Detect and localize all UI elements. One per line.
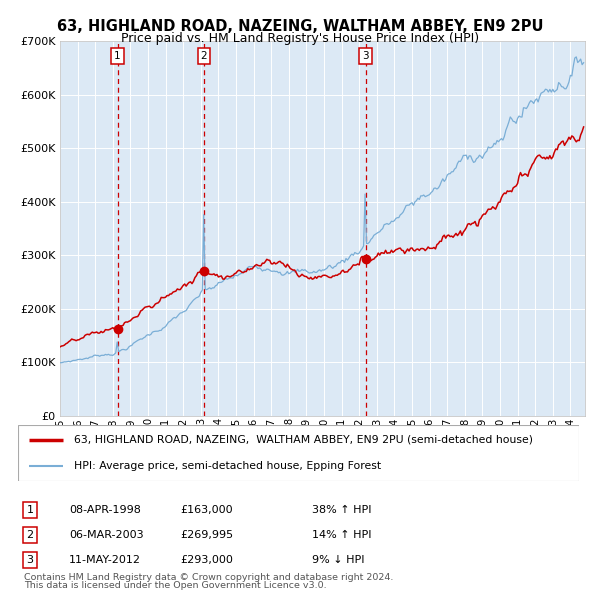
- Text: 3: 3: [26, 555, 34, 565]
- Text: 63, HIGHLAND ROAD, NAZEING,  WALTHAM ABBEY, EN9 2PU (semi-detached house): 63, HIGHLAND ROAD, NAZEING, WALTHAM ABBE…: [74, 435, 533, 445]
- FancyBboxPatch shape: [18, 425, 579, 481]
- Text: £163,000: £163,000: [180, 506, 233, 515]
- Text: 08-APR-1998: 08-APR-1998: [69, 506, 141, 515]
- Text: 11-MAY-2012: 11-MAY-2012: [69, 555, 141, 565]
- Text: 3: 3: [362, 51, 369, 61]
- Text: 38% ↑ HPI: 38% ↑ HPI: [312, 506, 371, 515]
- Text: 2: 2: [200, 51, 207, 61]
- Text: Contains HM Land Registry data © Crown copyright and database right 2024.: Contains HM Land Registry data © Crown c…: [24, 573, 394, 582]
- Text: 1: 1: [114, 51, 121, 61]
- Text: £293,000: £293,000: [180, 555, 233, 565]
- Text: £269,995: £269,995: [180, 530, 233, 540]
- Text: 06-MAR-2003: 06-MAR-2003: [69, 530, 143, 540]
- Text: 14% ↑ HPI: 14% ↑ HPI: [312, 530, 371, 540]
- Text: 63, HIGHLAND ROAD, NAZEING, WALTHAM ABBEY, EN9 2PU: 63, HIGHLAND ROAD, NAZEING, WALTHAM ABBE…: [57, 19, 543, 34]
- Text: HPI: Average price, semi-detached house, Epping Forest: HPI: Average price, semi-detached house,…: [74, 461, 381, 471]
- Text: 1: 1: [26, 506, 34, 515]
- Text: Price paid vs. HM Land Registry's House Price Index (HPI): Price paid vs. HM Land Registry's House …: [121, 32, 479, 45]
- Text: 2: 2: [26, 530, 34, 540]
- Text: 9% ↓ HPI: 9% ↓ HPI: [312, 555, 365, 565]
- Text: This data is licensed under the Open Government Licence v3.0.: This data is licensed under the Open Gov…: [24, 581, 326, 590]
